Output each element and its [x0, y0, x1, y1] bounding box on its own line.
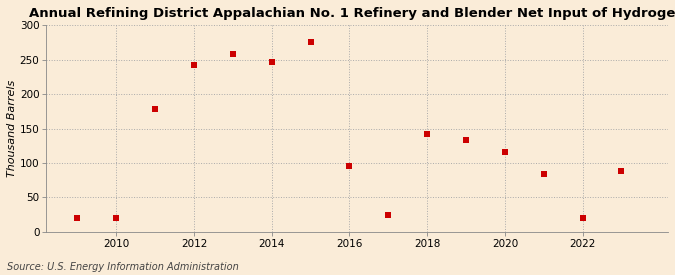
Point: [344, 164, 355, 169]
Title: Annual Refining District Appalachian No. 1 Refinery and Blender Net Input of Hyd: Annual Refining District Appalachian No.…: [29, 7, 675, 20]
Y-axis label: Thousand Barrels: Thousand Barrels: [7, 80, 17, 177]
Point: [383, 213, 394, 217]
Point: [111, 216, 122, 220]
Point: [227, 52, 238, 56]
Point: [616, 169, 627, 174]
Point: [577, 216, 588, 220]
Point: [188, 63, 199, 67]
Point: [150, 107, 161, 111]
Point: [72, 216, 83, 220]
Point: [267, 60, 277, 65]
Text: Source: U.S. Energy Information Administration: Source: U.S. Energy Information Administ…: [7, 262, 238, 272]
Point: [500, 150, 510, 154]
Point: [539, 172, 549, 176]
Point: [460, 138, 471, 142]
Point: [305, 40, 316, 45]
Point: [422, 132, 433, 136]
